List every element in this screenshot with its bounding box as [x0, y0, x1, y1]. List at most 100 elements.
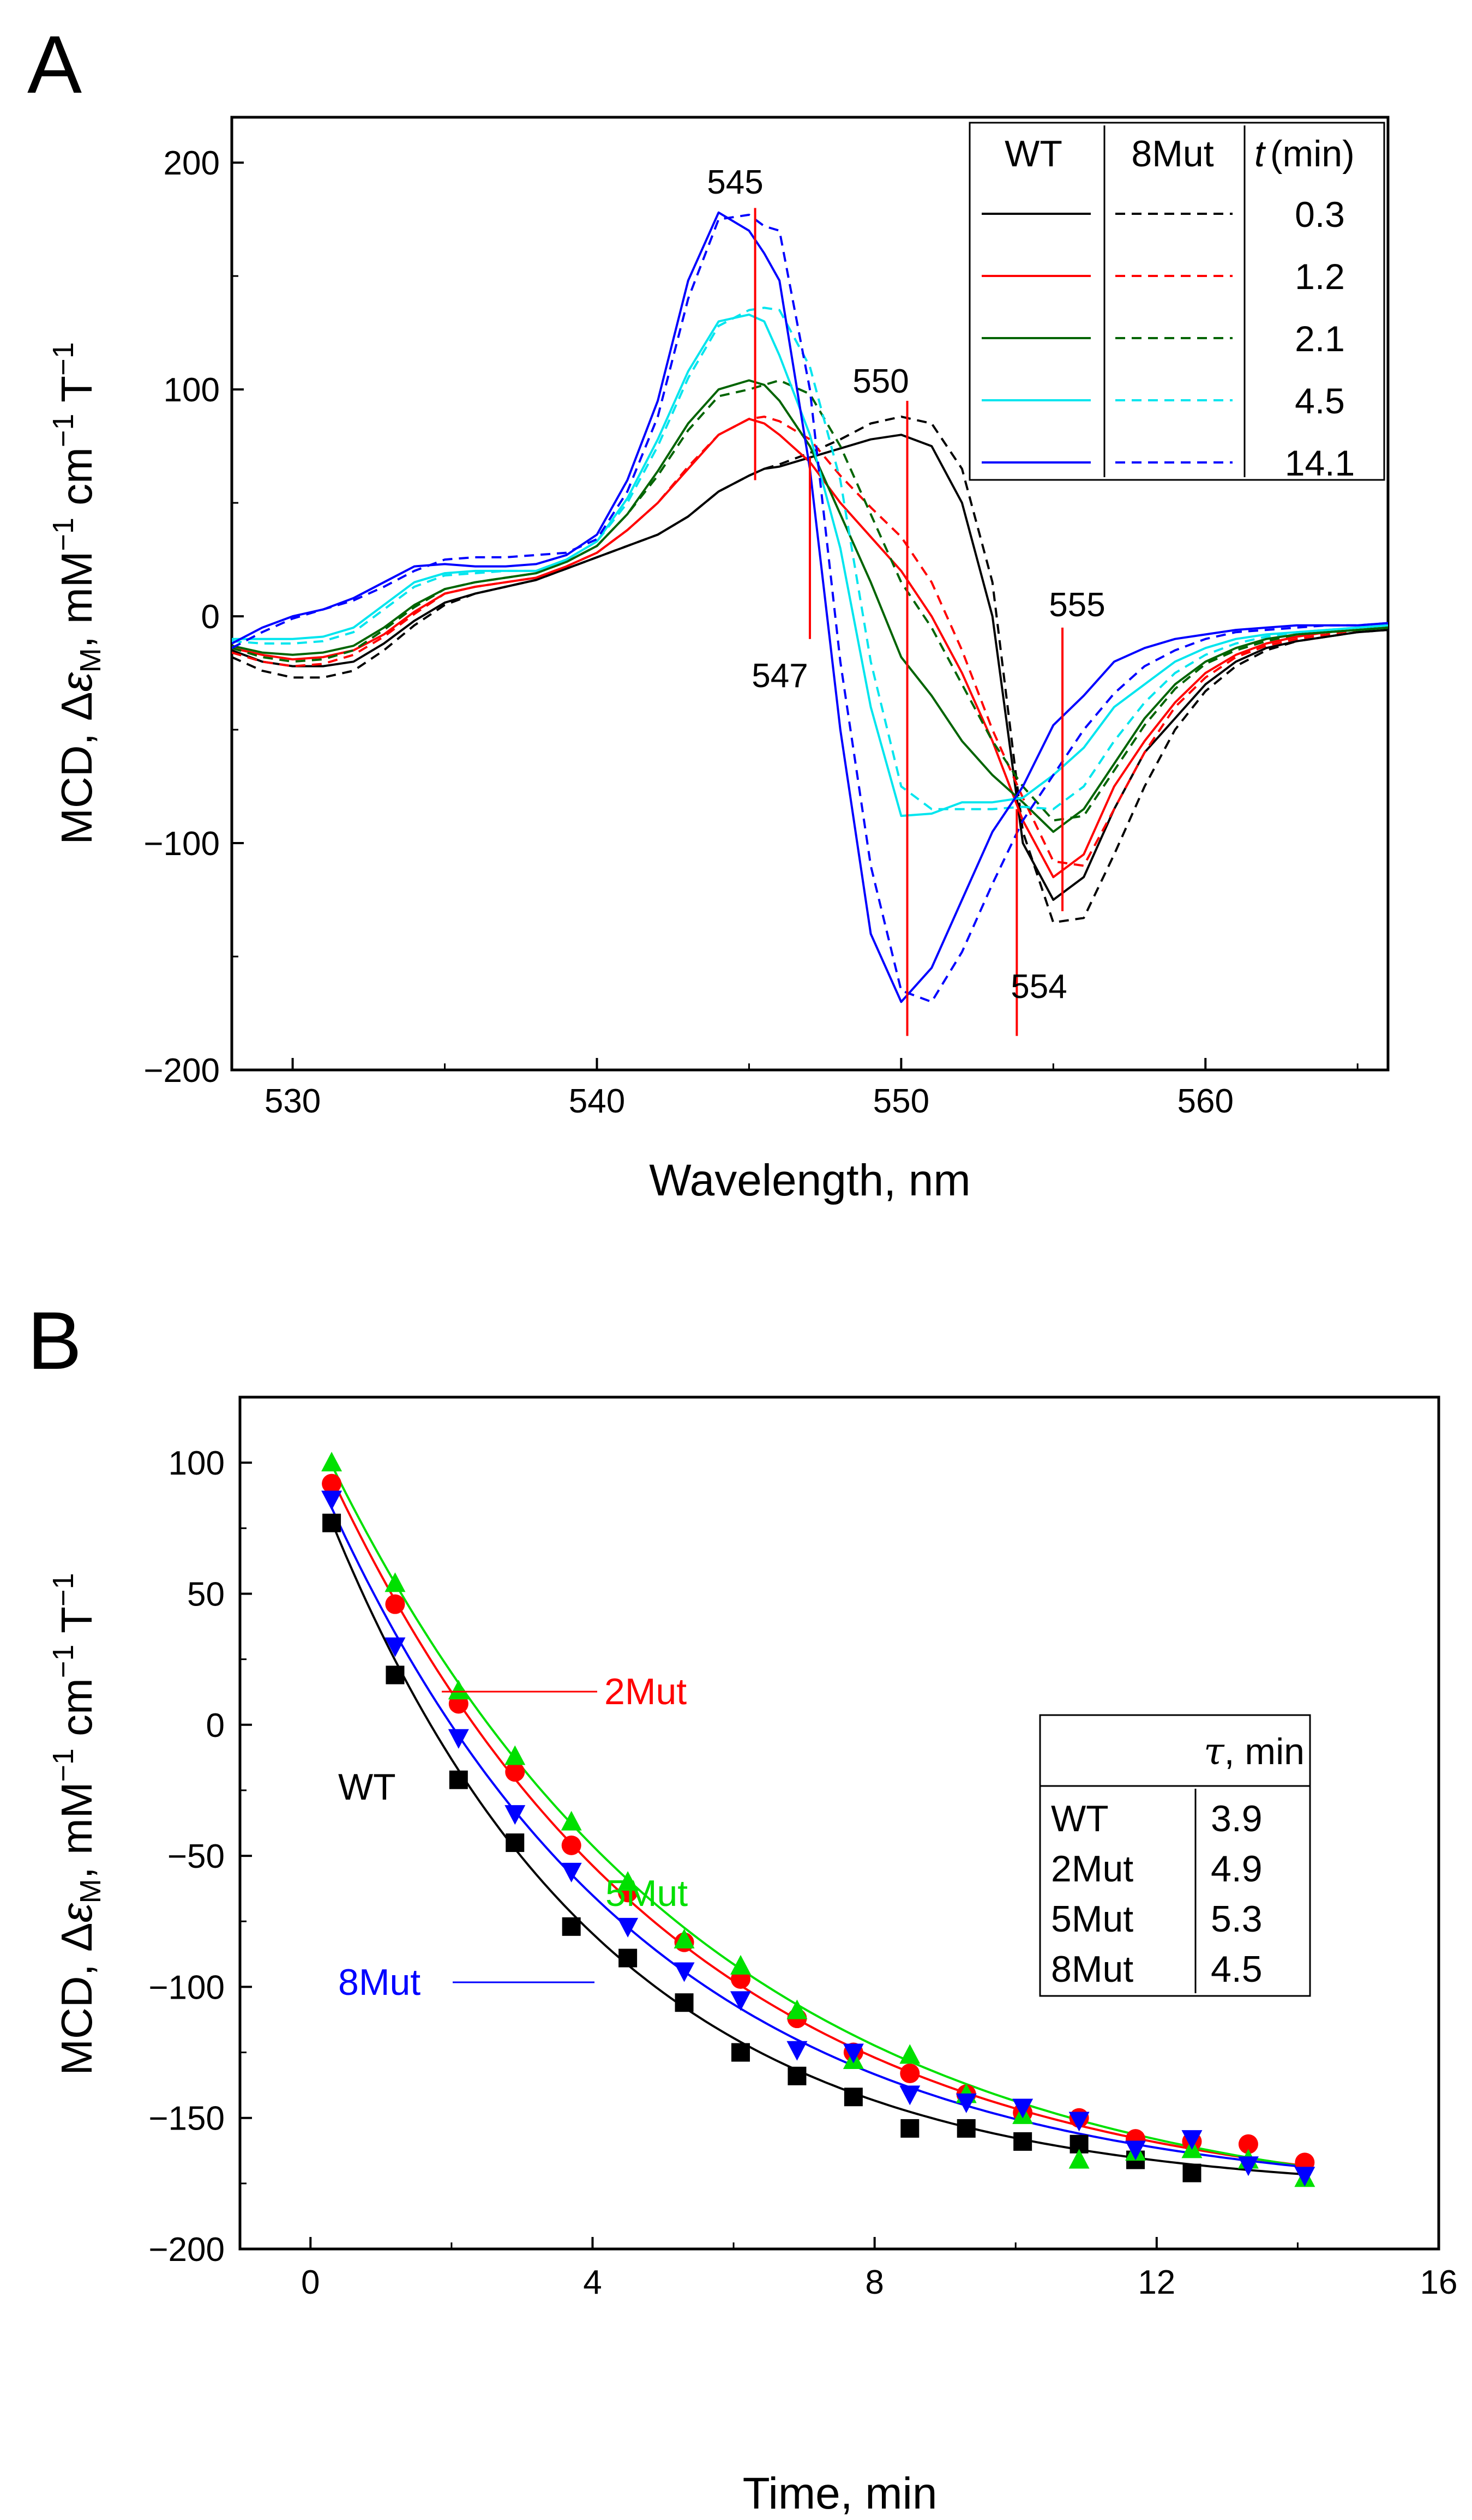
data-point-5mut — [384, 1572, 406, 1592]
curve-label-wt: WT — [338, 1766, 396, 1808]
x-tick-label: 550 — [873, 1082, 929, 1120]
annotation-547: 547 — [752, 657, 808, 695]
data-point-5mut — [1068, 2149, 1090, 2169]
data-point-8mut — [504, 1805, 526, 1825]
data-point-wt — [731, 2043, 750, 2062]
curve-label-5mut: 5Mut — [605, 1873, 688, 1914]
data-point-wt — [386, 1665, 405, 1685]
y-tick-label: 100 — [169, 1445, 225, 1482]
legend-header-8mut: 8Mut — [1131, 133, 1213, 175]
data-point-5mut — [504, 1745, 526, 1765]
y-tick-label: −50 — [167, 1838, 225, 1875]
y-tick-label: 0 — [201, 598, 220, 636]
data-point-5mut — [561, 1811, 582, 1831]
tau-row-value: 4.9 — [1211, 1848, 1263, 1890]
data-point-wt — [449, 1770, 468, 1789]
data-point-8mut — [899, 2085, 921, 2106]
data-point-wt — [900, 2119, 920, 2138]
y-tick-label: −150 — [148, 2100, 225, 2138]
series-line-wt-4.5 — [232, 313, 1388, 817]
data-point-wt — [844, 2088, 863, 2107]
tau-table: τ, min WT 3.9 2Mut 4.9 5Mut 5.3 8Mut 4.5 — [1039, 1714, 1311, 1997]
x-tick-label: 12 — [1138, 2264, 1175, 2301]
data-point-wt — [957, 2119, 976, 2138]
panel-a-axis-ticks: 530 540 550 560 −200 −100 0 100 200 — [143, 145, 1359, 1120]
series-line-8mut-14.1 — [232, 213, 1388, 1003]
data-point-2mut — [1238, 2134, 1258, 2154]
annotation-545: 545 — [707, 164, 763, 201]
legend-box — [969, 122, 1385, 481]
data-point-wt — [788, 2066, 807, 2085]
series-line-8mut-2.1 — [232, 379, 1388, 822]
panel-b-ylabel: MCD, ΔεM, mM−1 cm−1 T−1 — [47, 1573, 107, 2075]
tau-row-value: 5.3 — [1211, 1898, 1263, 1940]
data-point-wt — [1182, 2163, 1201, 2182]
panel-b-axis-ticks: 0 4 8 12 16 −200 −150 −100 −50 0 50 100 — [148, 1445, 1457, 2301]
data-point-wt — [1013, 2132, 1032, 2151]
y-tick-label: −100 — [148, 1969, 225, 2006]
panel-b-plot-frame — [238, 1396, 1440, 2251]
series-line-8mut-1.2 — [232, 416, 1388, 867]
tau-table-box — [1039, 1714, 1311, 1997]
legend-header-t: t — [1254, 133, 1266, 175]
y-tick-label: −100 — [143, 825, 220, 863]
tau-row-name: 5Mut — [1051, 1898, 1133, 1940]
data-point-8mut — [674, 1962, 695, 1982]
data-point-8mut — [1294, 2167, 1315, 2187]
data-point-2mut — [505, 1762, 525, 1782]
y-tick-label: 100 — [164, 371, 220, 409]
legend-time-label: 4.5 — [1295, 381, 1345, 421]
data-point-8mut — [1181, 2130, 1203, 2150]
data-point-8mut — [384, 1637, 406, 1657]
legend-header-time: t (min) — [1254, 133, 1355, 175]
tau-row-name: 8Mut — [1051, 1948, 1133, 1990]
panel-a-label: A — [27, 19, 82, 110]
legend-header-min: (min) — [1270, 133, 1355, 175]
x-tick-label: 530 — [265, 1082, 321, 1120]
curve-label-8mut: 8Mut — [338, 1962, 420, 2003]
data-point-5mut — [786, 1999, 808, 2019]
data-point-5mut — [321, 1452, 343, 1472]
curve-label-2mut: 2Mut — [604, 1671, 687, 1712]
panel-b: B 0 4 8 12 16 −200 −150 −100 −50 0 50 100 2Mut WT 5… — [27, 1295, 1457, 2518]
data-point-8mut — [1068, 2112, 1090, 2132]
series-line-8mut-4.5 — [232, 306, 1388, 810]
data-point-8mut — [561, 1862, 582, 1883]
y-tick-label: −200 — [148, 2231, 225, 2269]
data-point-8mut — [956, 2093, 977, 2113]
annotation-555: 555 — [1049, 586, 1105, 624]
x-tick-label: 8 — [865, 2264, 884, 2301]
panel-a-ylabel: MCD, ΔεM, mM−1 cm−1 T−1 — [47, 342, 107, 844]
annotation-550: 550 — [852, 363, 909, 400]
data-point-8mut — [786, 2041, 808, 2061]
data-point-2mut — [561, 1835, 581, 1855]
series-line-wt-0.3 — [232, 434, 1388, 901]
panel-b-xlabel: Time, min — [743, 2469, 938, 2518]
x-tick-label: 0 — [301, 2264, 320, 2301]
panel-a-series — [232, 211, 1388, 1003]
legend-time-label: 0.3 — [1295, 194, 1345, 234]
y-tick-label: 0 — [206, 1707, 225, 1745]
legend-time-label: 14.1 — [1285, 443, 1355, 483]
data-point-wt — [675, 1993, 694, 2012]
data-point-5mut — [730, 1954, 751, 1975]
data-point-wt — [506, 1833, 525, 1853]
data-point-wt — [618, 1948, 638, 1968]
data-point-8mut — [730, 1991, 751, 2011]
data-point-2mut — [900, 2063, 920, 2083]
y-tick-label: −200 — [143, 1052, 220, 1090]
tau-table-header: τ, min — [1204, 1730, 1305, 1773]
tau-row-name: WT — [1051, 1798, 1109, 1839]
tau-row-value: 3.9 — [1211, 1798, 1263, 1839]
annotation-554: 554 — [1011, 968, 1067, 1006]
data-point-8mut — [1012, 2098, 1034, 2119]
data-point-8mut — [448, 1729, 469, 1749]
x-tick-label: 540 — [569, 1082, 625, 1120]
legend-time-label: 2.1 — [1295, 318, 1345, 359]
data-point-2mut — [322, 1473, 342, 1494]
panel-a-plot-frame — [230, 116, 1390, 1072]
data-point-wt — [562, 1917, 581, 1936]
legend-rows: 0.3 1.2 2.1 4.5 14.1 — [982, 194, 1355, 483]
data-point-5mut — [674, 1928, 695, 1948]
x-tick-label: 4 — [583, 2264, 602, 2301]
